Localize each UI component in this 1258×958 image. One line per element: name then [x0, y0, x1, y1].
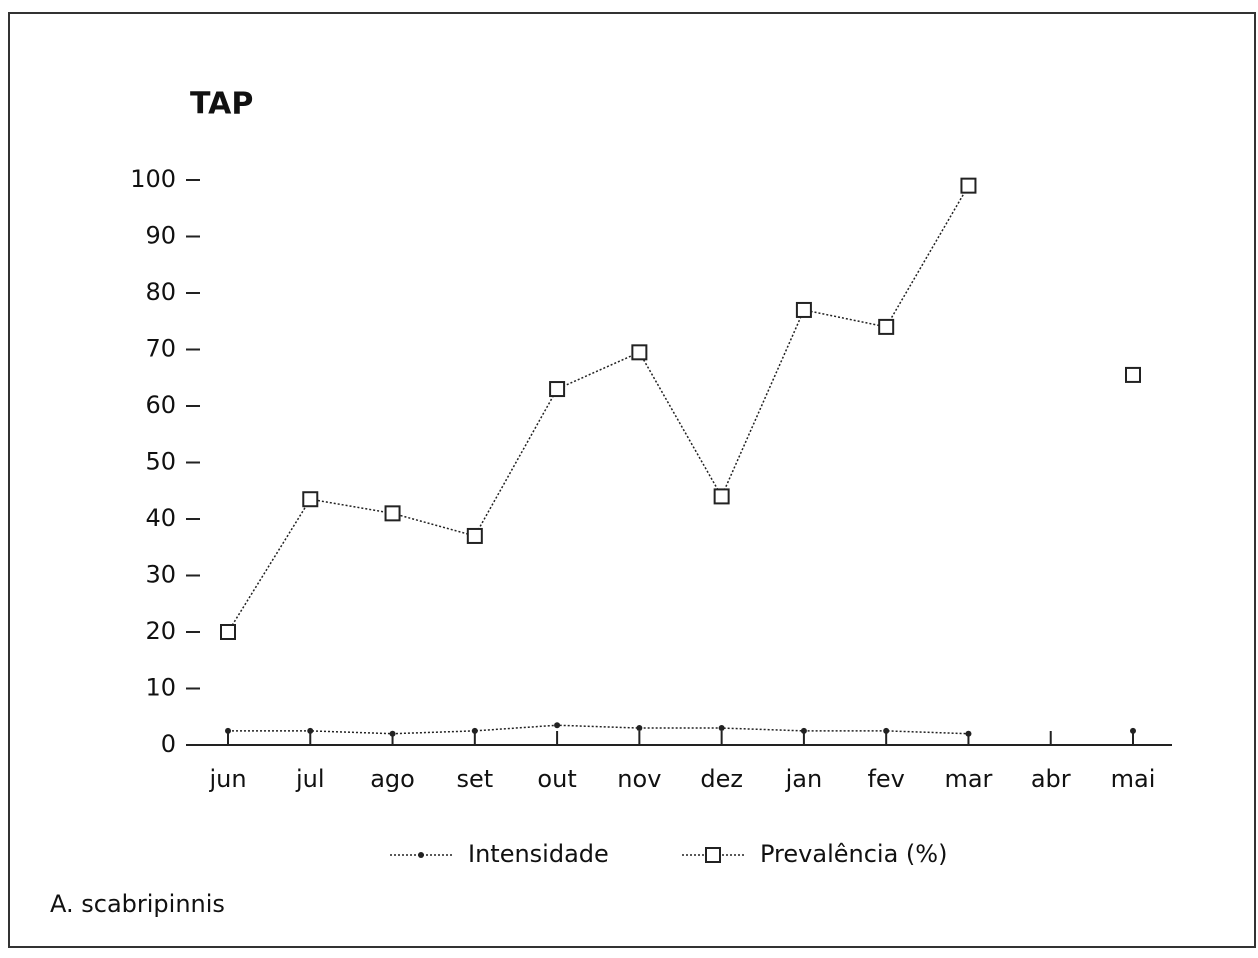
point	[883, 727, 890, 734]
legend-label: Intensidade	[468, 840, 609, 868]
x-tick-label: fev	[867, 765, 904, 793]
point	[471, 727, 478, 734]
x-tick-label: out	[537, 765, 576, 793]
x-tick-label: jun	[208, 765, 246, 793]
point	[384, 505, 401, 522]
legend-label: Prevalência (%)	[760, 840, 947, 868]
point	[800, 727, 807, 734]
y-tick-label: 40	[145, 504, 176, 532]
x-tick-label: ago	[370, 765, 415, 793]
point	[631, 344, 648, 361]
y-tick-label: 50	[145, 448, 176, 476]
x-tick-label: set	[456, 765, 493, 793]
y-tick-label: 30	[145, 561, 176, 589]
point	[389, 730, 396, 737]
y-tick-label: 20	[145, 617, 176, 645]
x-tick-label: abr	[1031, 765, 1071, 793]
y-tick-label: 10	[145, 674, 176, 702]
point	[636, 725, 643, 732]
point	[302, 491, 319, 508]
point	[549, 381, 566, 398]
point	[878, 318, 895, 335]
y-tick-label: 90	[145, 222, 176, 250]
y-tick-label: 80	[145, 278, 176, 306]
point	[795, 301, 812, 318]
point	[225, 727, 231, 734]
x-tick-label: jan	[785, 765, 823, 793]
point	[1130, 727, 1136, 734]
y-tick-label: 0	[161, 730, 176, 758]
x-tick-label: jul	[295, 765, 325, 793]
legend-marker	[418, 852, 424, 858]
series-line	[228, 724, 969, 735]
x-tick-label: nov	[617, 765, 661, 793]
point	[307, 727, 314, 734]
point	[220, 624, 236, 640]
point	[965, 730, 972, 737]
x-tick-label: mar	[944, 765, 992, 793]
point	[960, 177, 977, 194]
x-tick-label: dez	[700, 765, 743, 793]
point	[554, 722, 561, 729]
point	[466, 527, 483, 544]
chart-title: TAP	[190, 87, 253, 122]
y-tick-label: 70	[145, 335, 176, 363]
y-tick-label: 60	[145, 391, 176, 419]
legend-marker	[705, 847, 721, 863]
series-line	[227, 185, 970, 633]
point	[1125, 366, 1141, 383]
point	[713, 488, 730, 505]
y-tick-label: 100	[130, 165, 176, 193]
point	[718, 725, 725, 732]
frame	[8, 12, 1256, 948]
footnote: A. scabripinnis	[50, 890, 225, 918]
x-tick-label: mai	[1111, 765, 1156, 793]
